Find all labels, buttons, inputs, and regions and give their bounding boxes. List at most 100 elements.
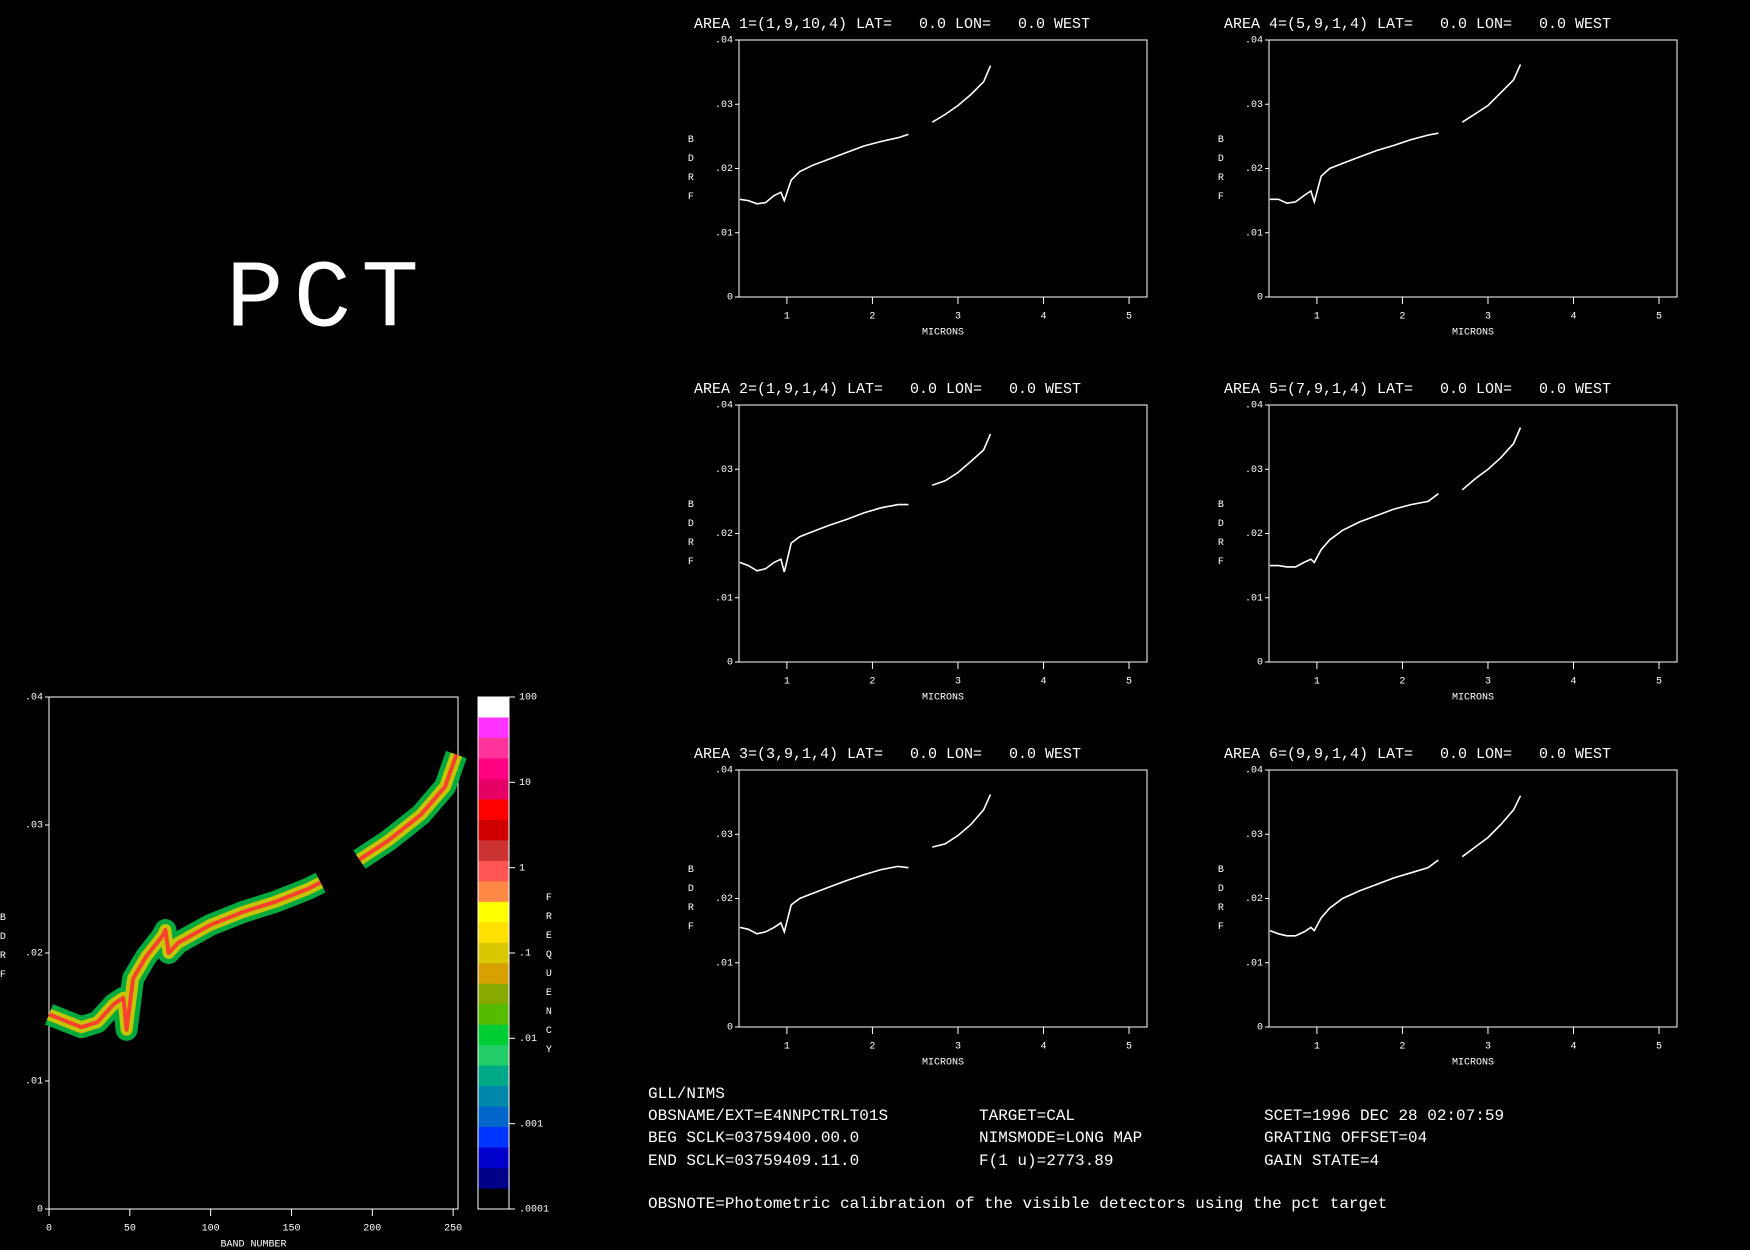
x-tick-label: 250 — [444, 1224, 462, 1235]
x-tick-label: 2 — [1399, 1042, 1405, 1053]
y-tick-label: .02 — [1245, 894, 1263, 905]
colorbar-cell — [478, 922, 509, 944]
colorbar-cell — [478, 1188, 509, 1210]
x-tick-label: 4 — [1570, 312, 1576, 323]
colorbar-label: FREQUENCY — [543, 893, 554, 1064]
colorbar-cell — [478, 901, 509, 923]
colorbar-cell — [478, 840, 509, 862]
colorbar-cell — [478, 983, 509, 1005]
x-tick-label: 3 — [955, 1042, 961, 1053]
x-tick-label: 3 — [955, 312, 961, 323]
y-tick-label: .01 — [1245, 228, 1263, 239]
y-tick-label: 0 — [727, 1023, 733, 1034]
plot-frame — [738, 39, 1148, 298]
x-tick-label: 0 — [46, 1224, 52, 1235]
x-tick-label: 2 — [869, 677, 875, 688]
y-tick-label: .02 — [715, 164, 733, 175]
y-axis-label: BDRF — [685, 865, 696, 941]
x-tick-label: 1 — [1314, 312, 1320, 323]
x-tick-label: 3 — [1485, 312, 1491, 323]
colorbar-tick-label: 100 — [519, 693, 537, 704]
info-text: OBSNAME/EXT=E4NNPCTRLT01S — [648, 1107, 888, 1125]
chart-title: AREA 6=(9,9,1,4) LAT= 0.0 LON= 0.0 WEST — [1224, 746, 1611, 763]
chart-title: AREA 1=(1,9,10,4) LAT= 0.0 LON= 0.0 WEST — [694, 16, 1090, 33]
colorbar-cell — [478, 758, 509, 780]
x-tick-label: 5 — [1656, 1042, 1662, 1053]
x-tick-label: 2 — [869, 1042, 875, 1053]
info-note: OBSNOTE=Photometric calibration of the v… — [648, 1195, 1387, 1213]
colorbar-cell — [478, 1086, 509, 1108]
colorbar-tick-label: .0001 — [519, 1205, 549, 1216]
x-tick-label: 5 — [1126, 1042, 1132, 1053]
spectrum-line — [1269, 795, 1522, 937]
x-axis-label: MICRONS — [1452, 693, 1494, 704]
info-text: BEG SCLK=03759400.00.0 — [648, 1129, 859, 1147]
y-tick-label: .01 — [715, 958, 733, 969]
x-tick-label: 2 — [1399, 677, 1405, 688]
x-tick-label: 5 — [1126, 312, 1132, 323]
x-tick-label: 100 — [202, 1224, 220, 1235]
colorbar-tick-label: .001 — [519, 1119, 543, 1130]
y-axis-label: BDRF — [1215, 135, 1226, 211]
y-tick-label: .01 — [715, 228, 733, 239]
info-text: GAIN STATE=4 — [1264, 1152, 1379, 1170]
colorbar-cell — [478, 1147, 509, 1169]
x-tick-label: 4 — [1040, 677, 1046, 688]
y-tick-label: .03 — [1245, 100, 1263, 111]
x-tick-label: 1 — [784, 677, 790, 688]
x-tick-label: 4 — [1570, 677, 1576, 688]
chart-title: AREA 2=(1,9,1,4) LAT= 0.0 LON= 0.0 WEST — [694, 381, 1081, 398]
colorbar-cell — [478, 1045, 509, 1067]
x-axis-label: MICRONS — [922, 1058, 964, 1069]
x-axis-label: MICRONS — [1452, 328, 1494, 339]
colorbar-cell — [478, 1024, 509, 1046]
x-axis-label: MICRONS — [922, 328, 964, 339]
y-tick-label: .03 — [715, 830, 733, 841]
y-tick-label: 0 — [37, 1205, 43, 1216]
spectrum-line — [739, 794, 992, 935]
y-tick-label: .04 — [1245, 401, 1263, 412]
y-tick-label: .04 — [715, 766, 733, 777]
colorbar-cell — [478, 697, 509, 718]
x-tick-label: 3 — [955, 677, 961, 688]
y-tick-label: .01 — [715, 593, 733, 604]
colorbar-tick-label: .01 — [519, 1034, 537, 1045]
x-axis-label: MICRONS — [1452, 1058, 1494, 1069]
x-tick-label: 1 — [784, 1042, 790, 1053]
density-band — [46, 752, 463, 1036]
info-text: TARGET=CAL — [979, 1107, 1075, 1125]
x-tick-label: 3 — [1485, 677, 1491, 688]
spectrum-line — [739, 65, 992, 205]
x-tick-label: 4 — [1040, 1042, 1046, 1053]
colorbar-cell — [478, 1004, 509, 1026]
y-axis-label: BDRF — [0, 913, 8, 989]
y-tick-label: .02 — [1245, 164, 1263, 175]
x-tick-label: 4 — [1570, 1042, 1576, 1053]
y-tick-label: 0 — [1257, 1023, 1263, 1034]
colorbar-cell — [478, 1065, 509, 1087]
y-tick-label: .01 — [25, 1077, 43, 1088]
y-tick-label: .04 — [1245, 766, 1263, 777]
plot-frame — [1268, 769, 1678, 1028]
x-tick-label: 2 — [1399, 312, 1405, 323]
colorbar-cell — [478, 778, 509, 800]
plot-frame — [48, 696, 459, 1210]
density-band — [44, 750, 467, 1041]
y-axis-label: BDRF — [685, 135, 696, 211]
info-text: F(1 u)=2773.89 — [979, 1152, 1113, 1170]
y-tick-label: .01 — [1245, 593, 1263, 604]
colorbar-cell — [478, 860, 509, 882]
colorbar-cell — [478, 1168, 509, 1190]
chart-title: AREA 5=(7,9,1,4) LAT= 0.0 LON= 0.0 WEST — [1224, 381, 1611, 398]
colorbar-cell — [478, 881, 509, 903]
spectrum-line — [1269, 427, 1522, 568]
info-text: NIMSMODE=LONG MAP — [979, 1129, 1142, 1147]
colorbar-cell — [478, 737, 509, 759]
y-axis-label: BDRF — [1215, 865, 1226, 941]
y-tick-label: .04 — [25, 693, 43, 704]
colorbar-cell — [478, 942, 509, 964]
y-tick-label: .03 — [1245, 830, 1263, 841]
plot-frame — [1268, 404, 1678, 663]
y-tick-label: .02 — [25, 949, 43, 960]
